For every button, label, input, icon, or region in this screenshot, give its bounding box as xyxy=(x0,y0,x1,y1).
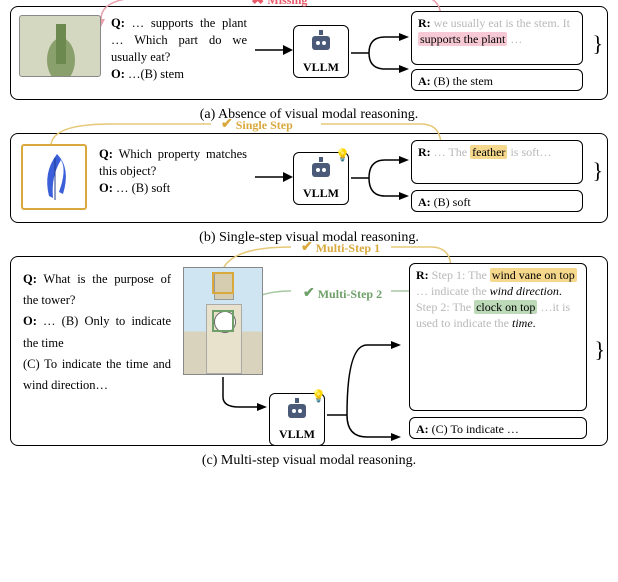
q-text-a: … supports the plant … Which part do we … xyxy=(111,16,247,64)
r-a-f2: stem. It xyxy=(534,16,570,30)
o-label-b: O: xyxy=(99,181,113,195)
robot-icon xyxy=(307,157,335,181)
r-label-a: R: xyxy=(418,16,431,30)
r-c-s2a: Step 2: The xyxy=(416,300,471,314)
image-tower xyxy=(183,267,263,375)
q-block-b: Q: Which property matches this object? O… xyxy=(93,140,253,197)
feather-icon xyxy=(37,152,75,202)
q-text-b: Which property matches this object? xyxy=(99,147,247,178)
a-box-a: A: (B) the stem xyxy=(411,69,583,91)
r-box-b: R: … The feather is soft… xyxy=(411,140,583,184)
r-box-c: R: Step 1: The wind vane on top … indica… xyxy=(409,263,587,411)
caption-c: (c) Multi-step visual modal reasoning. xyxy=(0,452,618,471)
a-box-b: A: (B) soft xyxy=(411,190,583,212)
r-a-f3: … xyxy=(510,32,522,46)
r-c-s2it: time xyxy=(512,316,533,330)
q-block-c: Q: What is the purpose of the tower? O: … xyxy=(17,263,177,397)
vllm-label-c: VLLM xyxy=(276,426,318,442)
robot-icon xyxy=(307,30,335,54)
q-text-c: What is the purpose of the tower? xyxy=(23,272,171,307)
r-label-b: R: xyxy=(418,145,431,159)
box-windvane xyxy=(212,272,234,294)
arrow-b1-icon xyxy=(255,170,293,184)
r-c-s1a: Step 1: The xyxy=(432,268,487,282)
r-a-f1: we usually eat is the xyxy=(434,16,531,30)
panel-c: ✔ Multi-Step 1 ✔ Multi-Step 2 Q: What is… xyxy=(10,256,608,446)
r-box-a: R: we usually eat is the stem. It suppor… xyxy=(411,11,583,65)
q-block-a: Q: … supports the plant … Which part do … xyxy=(105,9,253,83)
image-plant xyxy=(19,15,101,77)
r-a-hl: supports the plant xyxy=(418,32,507,46)
lightbulb-icon: 💡 xyxy=(335,147,350,163)
a-label-a: A: xyxy=(418,74,431,88)
panel-a: ✖ Missing Q: … supports the plant … Whic… xyxy=(10,6,608,100)
r-c-s1c: . xyxy=(559,284,562,298)
bracket-b-icon: } xyxy=(592,156,603,186)
r-c-s1hl: wind vane on top xyxy=(490,268,577,282)
o-b-c: … (B) Only to indicate the time xyxy=(23,314,171,349)
o-label-c: O: xyxy=(23,314,37,328)
vllm-box-b: 💡 VLLM xyxy=(293,152,349,205)
q-label-b: Q: xyxy=(99,147,113,161)
box-clock xyxy=(212,310,234,332)
bracket-c-icon: } xyxy=(594,335,605,365)
a-text-a: (B) the stem xyxy=(434,74,493,88)
a-label-b: A: xyxy=(418,195,431,209)
vllm-box-a: VLLM xyxy=(293,25,349,78)
a-text-b: (B) soft xyxy=(434,195,471,209)
a-box-c: A: (C) To indicate … xyxy=(409,417,587,439)
o-c-c: (C) To indicate the time and wind direct… xyxy=(23,357,171,392)
a-label-c: A: xyxy=(416,422,429,436)
vllm-label-b: VLLM xyxy=(300,185,342,201)
r-c-s1b: … indicate the xyxy=(416,284,487,298)
arrow-b-split-icon xyxy=(351,154,413,202)
bracket-a-icon: } xyxy=(592,29,603,59)
robot-icon xyxy=(283,398,311,422)
o-text-a: …(B) stem xyxy=(128,67,184,81)
r-b-hl: feather xyxy=(470,145,507,159)
o-text-b: … (B) soft xyxy=(116,181,170,195)
o-label-a: O: xyxy=(111,67,125,81)
r-b-f1: … The xyxy=(434,145,467,159)
lightbulb-icon: 💡 xyxy=(311,388,326,404)
arrow-a-split-icon xyxy=(351,31,413,75)
q-label-c: Q: xyxy=(23,272,37,286)
panel-b: ✔ Single Step Q: Which property matches … xyxy=(10,133,608,223)
r-c-s2c: . xyxy=(533,316,536,330)
r-c-s1it: wind direction xyxy=(490,284,559,298)
r-b-f2: is soft… xyxy=(510,145,551,159)
vllm-box-c: 💡 VLLM xyxy=(269,393,325,446)
r-label-c: R: xyxy=(416,268,429,282)
r-c-s2hl: clock on top xyxy=(474,300,537,314)
a-text-c: (C) To indicate … xyxy=(432,422,519,436)
q-label-a: Q: xyxy=(111,16,125,30)
image-feather xyxy=(21,144,87,210)
arrow-a1-icon xyxy=(255,43,293,57)
vllm-label-a: VLLM xyxy=(300,59,342,75)
